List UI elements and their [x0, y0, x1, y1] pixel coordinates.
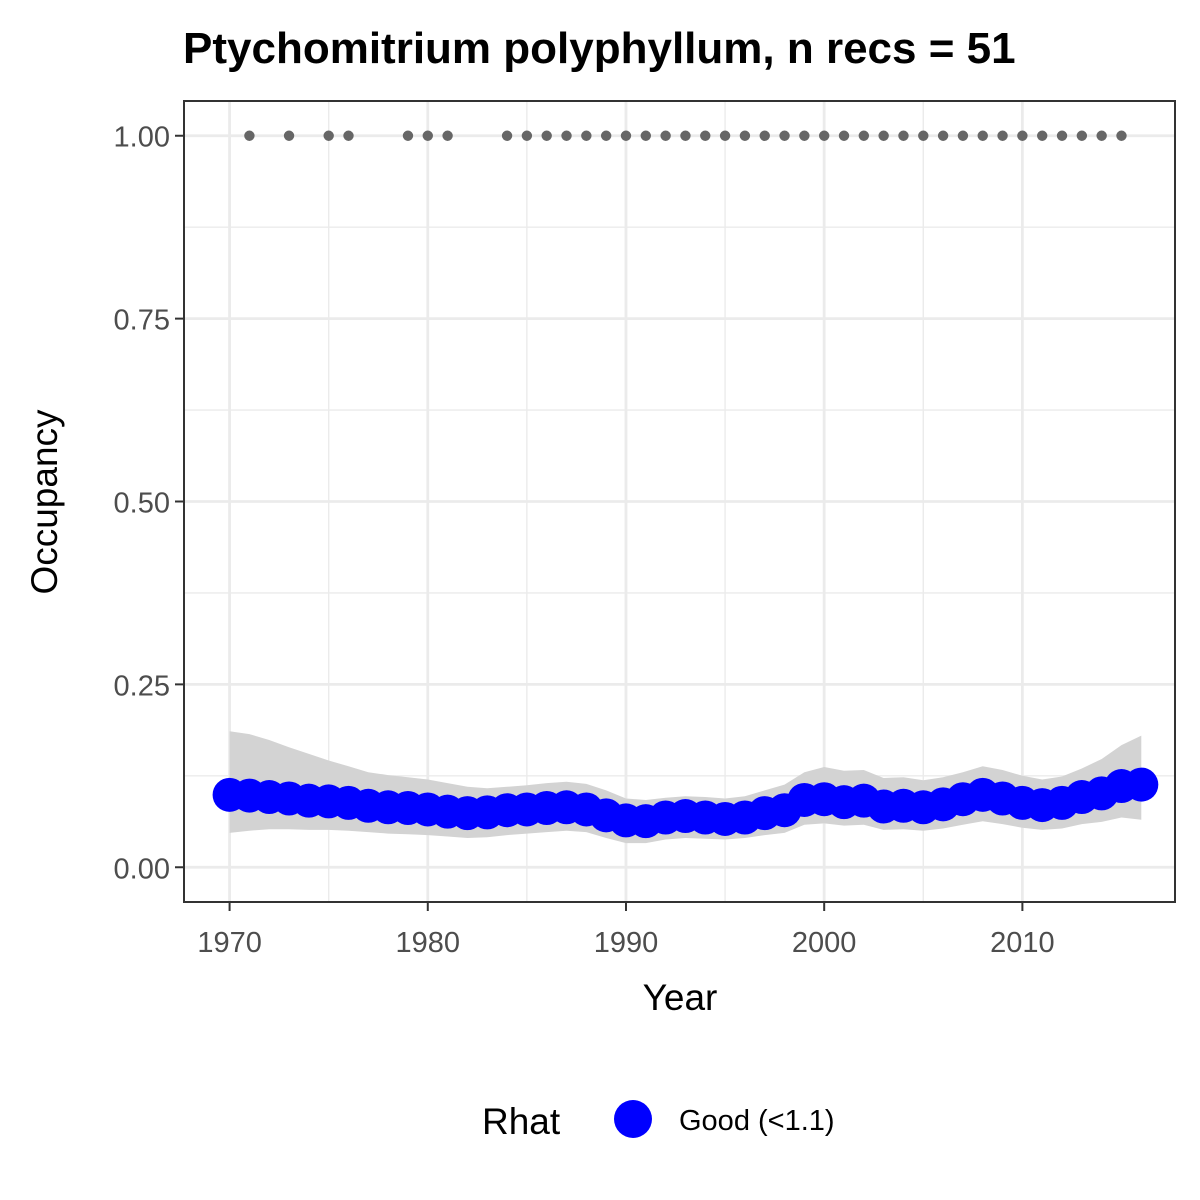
record-point [1037, 130, 1048, 141]
record-point [680, 130, 691, 141]
record-point [739, 130, 751, 141]
record-point [997, 130, 1008, 141]
x-tick-label: 2000 [792, 927, 857, 959]
record-point [343, 130, 354, 141]
x-tick-label: 1980 [396, 927, 461, 959]
record-point [918, 130, 929, 141]
record-point [878, 130, 889, 141]
record-point [323, 130, 334, 141]
record-point [719, 130, 731, 141]
record-point [561, 130, 572, 141]
x-tick-label: 2010 [990, 927, 1055, 959]
panel-grid [184, 101, 1175, 902]
record-year-points [244, 130, 1127, 141]
record-point [937, 130, 949, 141]
record-point [283, 130, 295, 141]
record-point [422, 130, 433, 141]
legend: Rhat Good (<1.1) [482, 1100, 835, 1142]
record-point [600, 130, 612, 141]
y-tick-label: 0.25 [114, 670, 170, 702]
x-tick-label: 1990 [594, 927, 659, 959]
y-axis: 0.00 0.25 0.50 0.75 1.00 [114, 122, 184, 885]
y-tick-label: 0.00 [114, 853, 170, 885]
legend-key-good [614, 1100, 652, 1138]
record-point [1116, 130, 1127, 141]
record-point [660, 130, 671, 141]
record-point [244, 130, 255, 141]
record-point [858, 130, 870, 141]
record-point [521, 130, 533, 141]
occupancy-points [212, 767, 1159, 839]
occupancy-point [1124, 767, 1159, 802]
legend-title: Rhat [482, 1101, 561, 1142]
record-point [1017, 130, 1028, 141]
record-point [620, 130, 632, 141]
record-point [759, 130, 770, 141]
record-point [581, 130, 592, 141]
record-point [442, 130, 453, 141]
x-axis-title: Year [643, 977, 718, 1018]
record-point [818, 130, 830, 141]
record-point [977, 130, 988, 141]
record-point [898, 130, 909, 141]
record-point [501, 130, 513, 141]
x-axis: 1970 1980 1990 2000 2010 [197, 902, 1055, 959]
record-point [541, 130, 552, 141]
record-point [1096, 130, 1107, 141]
record-point [957, 130, 969, 141]
legend-label-good: Good (<1.1) [679, 1105, 835, 1137]
chart-title: Ptychomitrium polyphyllum, n recs = 51 [183, 24, 1016, 73]
record-point [779, 130, 790, 141]
record-point [799, 130, 810, 141]
y-tick-label: 1.00 [114, 122, 170, 154]
y-tick-label: 0.75 [114, 305, 170, 337]
y-tick-label: 0.50 [114, 488, 170, 520]
record-point [838, 130, 850, 141]
y-axis-title: Occupancy [24, 409, 65, 595]
record-point [1076, 130, 1088, 141]
record-point [640, 130, 652, 141]
x-tick-label: 1970 [197, 927, 262, 959]
record-point [402, 130, 414, 141]
record-point [1056, 130, 1068, 141]
record-point [700, 130, 711, 141]
